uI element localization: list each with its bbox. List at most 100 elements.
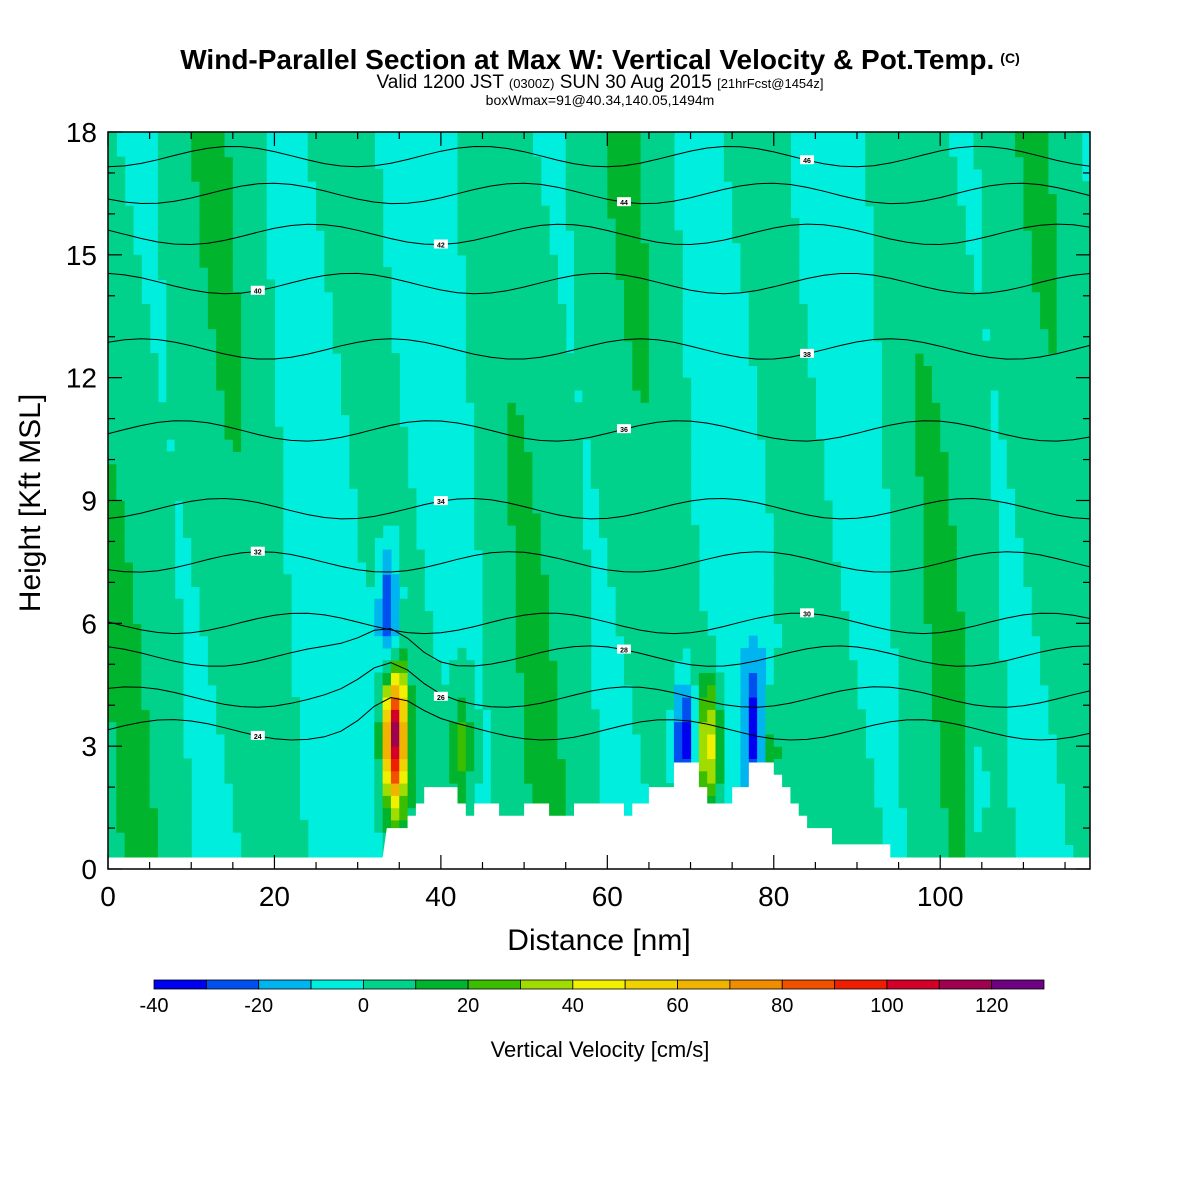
- w-cell: [915, 746, 925, 760]
- w-cell: [257, 537, 267, 551]
- w-cell: [1081, 697, 1090, 710]
- w-cell: [499, 635, 509, 649]
- w-cell: [640, 549, 650, 563]
- w-cell: [890, 525, 900, 538]
- w-cell: [332, 242, 342, 256]
- w-cell: [108, 426, 117, 440]
- w-cell: [141, 549, 151, 563]
- w-cell: [823, 549, 833, 563]
- w-cell: [232, 623, 242, 637]
- w-cell: [748, 291, 758, 305]
- w-cell: [965, 340, 975, 354]
- w-cell: [540, 267, 550, 280]
- w-cell: [124, 414, 134, 428]
- w-cell: [532, 512, 542, 526]
- w-cell: [648, 144, 658, 158]
- w-cell: [357, 328, 367, 342]
- w-cell: [623, 205, 633, 219]
- w-cell: [291, 758, 301, 772]
- w-cell: [316, 181, 325, 195]
- w-cell: [257, 439, 267, 452]
- w-cell: [241, 819, 251, 833]
- w-cell: [648, 463, 658, 477]
- w-cell: [524, 733, 534, 747]
- w-cell: [1081, 733, 1090, 747]
- w-cell: [282, 746, 292, 760]
- w-cell: [673, 623, 683, 637]
- w-cell: [582, 660, 592, 674]
- w-cell: [157, 217, 167, 231]
- w-cell: [249, 721, 259, 735]
- w-cell: [390, 746, 400, 760]
- w-cell: [973, 439, 983, 452]
- w-cell: [274, 537, 284, 551]
- w-cell: [748, 303, 758, 317]
- w-cell: [673, 598, 683, 612]
- w-cell: [990, 525, 1000, 538]
- w-cell: [582, 193, 592, 207]
- w-cell: [124, 439, 134, 452]
- w-cell: [465, 389, 475, 403]
- w-cell: [1006, 475, 1016, 489]
- w-cell: [757, 144, 767, 158]
- w-cell: [673, 439, 683, 452]
- w-cell: [732, 132, 742, 145]
- w-cell: [407, 488, 417, 502]
- w-cell: [1065, 463, 1074, 477]
- w-cell: [1048, 697, 1058, 710]
- w-cell: [673, 475, 683, 489]
- w-cell: [748, 672, 758, 686]
- w-cell: [931, 721, 941, 735]
- w-cell: [1073, 537, 1083, 551]
- w-cell: [665, 635, 675, 649]
- w-cell: [474, 291, 484, 305]
- w-cell: [232, 451, 242, 465]
- w-cell: [166, 168, 176, 182]
- w-cell: [524, 770, 534, 784]
- w-cell: [1081, 365, 1090, 379]
- w-cell: [973, 365, 983, 379]
- w-cell: [524, 402, 534, 416]
- w-cell: [266, 340, 276, 354]
- w-cell: [790, 328, 800, 342]
- w-cell: [890, 623, 900, 637]
- w-cell: [157, 832, 167, 846]
- w-cell: [940, 844, 950, 858]
- w-cell: [207, 328, 217, 342]
- w-cell: [1048, 156, 1058, 170]
- w-cell: [665, 316, 675, 330]
- w-cell: [132, 279, 142, 293]
- w-cell: [415, 598, 425, 612]
- w-cell: [507, 132, 517, 145]
- w-cell: [141, 537, 151, 551]
- w-cell: [1081, 672, 1090, 686]
- w-cell: [482, 144, 492, 158]
- w-cell: [207, 205, 217, 219]
- w-cell: [582, 770, 592, 784]
- w-cell: [782, 598, 792, 612]
- w-cell: [906, 549, 916, 563]
- w-cell: [890, 451, 900, 465]
- w-cell: [182, 365, 192, 379]
- w-cell: [490, 697, 500, 710]
- w-cell: [1040, 328, 1049, 342]
- w-cell: [690, 647, 700, 661]
- w-cell: [257, 316, 267, 330]
- w-cell: [1031, 463, 1041, 477]
- w-cell: [232, 586, 242, 600]
- w-cell: [524, 660, 534, 674]
- w-cell: [923, 672, 933, 686]
- w-cell: [665, 389, 675, 403]
- w-cell: [249, 598, 259, 612]
- w-cell: [182, 758, 192, 772]
- w-cell: [940, 181, 950, 195]
- w-cell: [1056, 647, 1066, 661]
- w-cell: [499, 488, 509, 502]
- w-cell: [499, 291, 509, 305]
- w-cell: [665, 475, 675, 489]
- w-cell: [807, 500, 816, 514]
- w-cell: [515, 181, 525, 195]
- w-cell: [390, 475, 400, 489]
- w-cell: [973, 733, 983, 747]
- w-cell: [266, 611, 276, 624]
